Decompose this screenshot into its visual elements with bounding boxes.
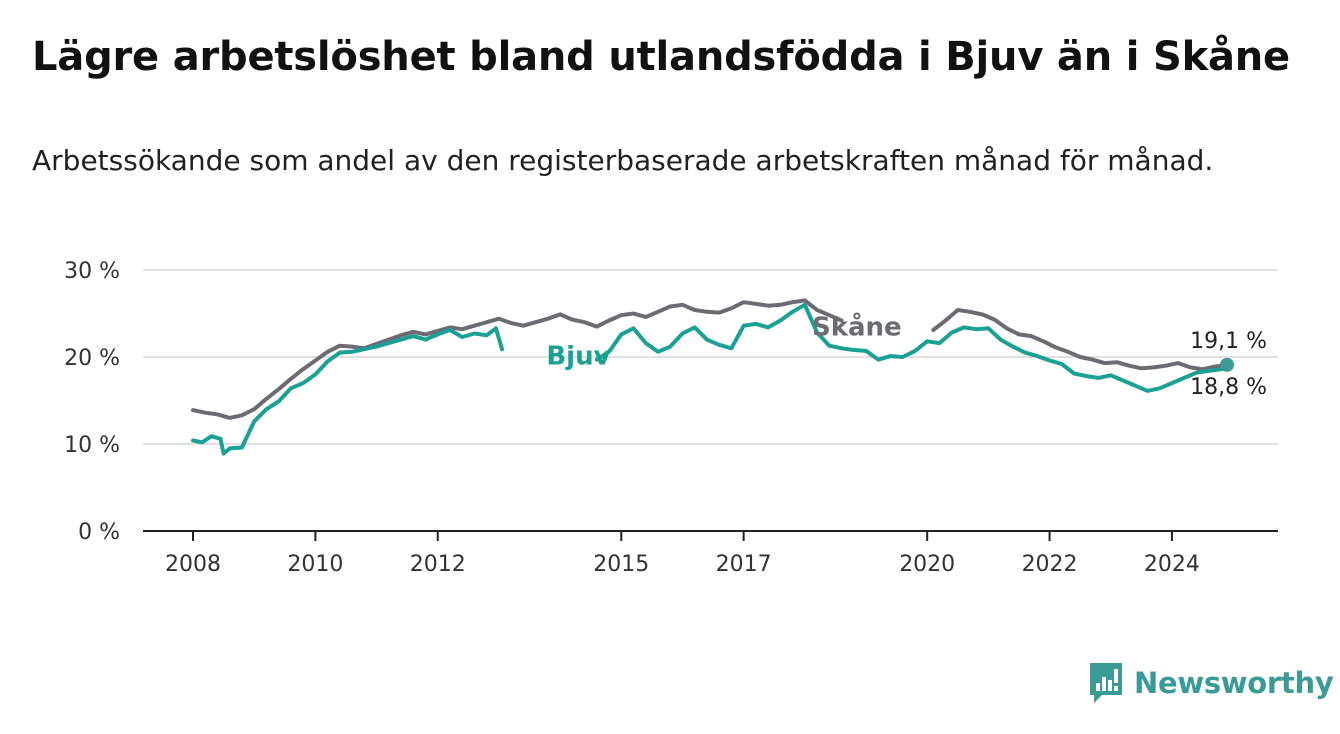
series-label: Bjuv xyxy=(546,341,610,371)
brand-name: Newsworthy xyxy=(1134,666,1334,700)
series-line-bjuv-1 xyxy=(191,326,504,456)
bar-chart-flag-icon xyxy=(1090,663,1122,703)
x-tick-label: 2010 xyxy=(287,552,343,577)
chart-title: Lägre arbetslöshet bland utlandsfödda i … xyxy=(32,34,1290,80)
x-tick-label: 2022 xyxy=(1022,552,1078,577)
series-line-skne-1 xyxy=(191,298,844,420)
newsworthy-logo: Newsworthy xyxy=(1088,660,1334,706)
x-tick-label: 2015 xyxy=(593,552,649,577)
x-tick-label: 2017 xyxy=(716,552,772,577)
series-line-skne-2 xyxy=(931,308,1229,372)
grid-lines xyxy=(143,269,1278,445)
x-tick-label: 2008 xyxy=(165,552,221,577)
y-tick-label: 30 % xyxy=(64,259,120,284)
y-tick-label: 20 % xyxy=(64,346,120,371)
series-lines xyxy=(191,298,1229,456)
x-tick-label: 2012 xyxy=(410,552,466,577)
end-value-label-bjuv: 18,8 % xyxy=(1190,375,1267,400)
series-line-bjuv-2 xyxy=(594,302,1229,393)
series-labels: Skåne Bjuv 19,1 % 18,8 % xyxy=(546,311,1267,400)
y-tick-label: 10 % xyxy=(64,433,120,458)
end-value-label-skane: 19,1 % xyxy=(1190,329,1267,354)
end-point-marker xyxy=(1220,357,1234,372)
x-axis: 2008 2010 2012 2015 2017 2020 2022 2024 xyxy=(143,530,1278,577)
x-tick-label: 2024 xyxy=(1144,552,1200,577)
y-axis: 0 % 10 % 20 % 30 % xyxy=(64,259,120,545)
chart-subtitle: Arbetssökande som andel av den registerb… xyxy=(32,144,1214,177)
x-tick-label: 2020 xyxy=(899,552,955,577)
y-tick-label: 0 % xyxy=(78,520,120,545)
series-label: Skåne xyxy=(812,311,902,343)
